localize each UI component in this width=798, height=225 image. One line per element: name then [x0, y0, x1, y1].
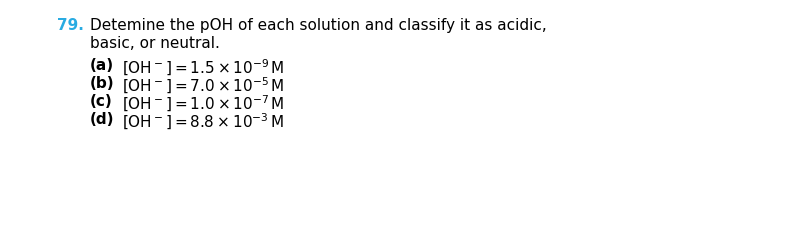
Text: (a): (a) — [90, 58, 114, 73]
Text: basic, or neutral.: basic, or neutral. — [90, 36, 220, 51]
Text: (d): (d) — [90, 112, 114, 126]
Text: (c): (c) — [90, 94, 113, 108]
Text: 79.: 79. — [57, 18, 84, 33]
Text: $[\mathregular{OH}^-] = 7.0 \times 10^{-5}\,\mathregular{M}$: $[\mathregular{OH}^-] = 7.0 \times 10^{-… — [122, 76, 285, 96]
Text: $[\mathregular{OH}^-] = 1.0 \times 10^{-7}\,\mathregular{M}$: $[\mathregular{OH}^-] = 1.0 \times 10^{-… — [122, 94, 285, 114]
Text: (b): (b) — [90, 76, 115, 91]
Text: $[\mathregular{OH}^-] = 8.8 \times 10^{-3}\,\mathregular{M}$: $[\mathregular{OH}^-] = 8.8 \times 10^{-… — [122, 112, 284, 132]
Text: $[\mathregular{OH}^-] = 1.5 \times 10^{-9}\,\mathregular{M}$: $[\mathregular{OH}^-] = 1.5 \times 10^{-… — [122, 58, 285, 78]
Text: Detemine the pOH of each solution and classify it as acidic,: Detemine the pOH of each solution and cl… — [90, 18, 547, 33]
